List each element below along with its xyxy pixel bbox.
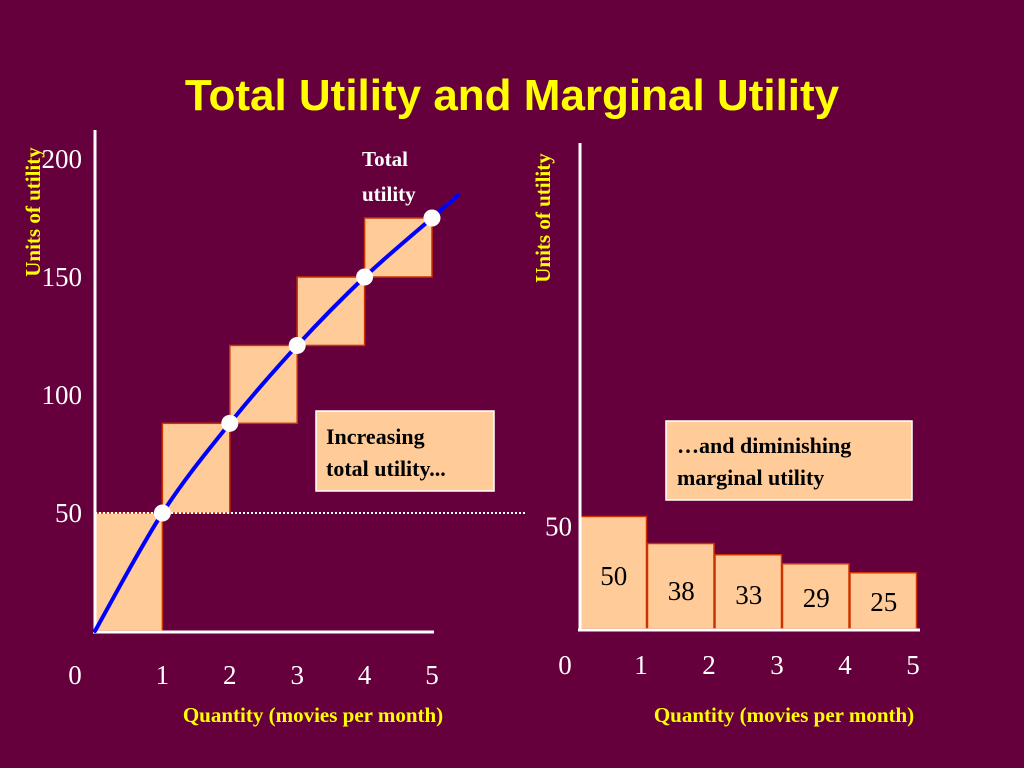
tu-callout-line-1: Increasing: [326, 424, 425, 449]
mu-value-label: 25: [870, 587, 897, 617]
tu-x-tick-label: 0: [68, 660, 82, 690]
mu-y-axis-label: Units of utility: [531, 153, 555, 283]
slide-title: Total Utility and Marginal Utility: [184, 71, 840, 120]
mu-x-tick-label: 5: [906, 650, 920, 680]
tu-point-5: [423, 209, 441, 227]
series-label-line2: utility: [362, 182, 416, 206]
mu-callout-box: [665, 420, 913, 501]
mu-bar-1: [579, 515, 648, 630]
tu-y-tick-label: 50: [55, 498, 82, 528]
mu-value-label: 33: [735, 580, 762, 610]
tu-y-tick-label: 200: [42, 144, 83, 174]
tu-x-tick-label: 2: [223, 660, 237, 690]
mu-value-label: 29: [803, 583, 830, 613]
tu-y-axis-label: Units of utility: [21, 147, 45, 277]
tu-point-4: [356, 268, 374, 286]
mu-value-label: 50: [600, 561, 627, 591]
tu-point-1: [153, 504, 171, 522]
mu-callout-line-2: marginal utility: [677, 465, 824, 490]
series-label-line1: Total: [362, 147, 408, 171]
tu-x-axis-label: Quantity (movies per month): [183, 703, 443, 727]
mu-x-tick-label: 2: [702, 650, 716, 680]
mu-callout-line-1: …and diminishing: [677, 433, 851, 458]
mu-x-tick-label: 1: [634, 650, 648, 680]
mu-y-tick-label: 50: [545, 512, 572, 542]
tu-y-tick-label: 150: [42, 262, 83, 292]
tu-x-tick-label: 1: [156, 660, 170, 690]
tu-x-tick-label: 4: [358, 660, 372, 690]
mu-bar-3: [714, 554, 783, 630]
mu-x-axis-label: Quantity (movies per month): [654, 703, 914, 727]
tu-x-tick-label: 3: [290, 660, 304, 690]
tu-point-3: [288, 336, 306, 354]
mu-bar-2: [646, 542, 715, 630]
mu-x-tick-label: 3: [770, 650, 784, 680]
total-utility-curve: [93, 192, 461, 633]
tu-callout-box: [315, 410, 495, 492]
tu-x-tick-label: 5: [425, 660, 439, 690]
mu-x-tick-label: 4: [838, 650, 852, 680]
tu-point-2: [221, 414, 239, 432]
mu-x-tick-label: 0: [558, 650, 572, 680]
mu-value-label: 38: [668, 576, 695, 606]
tu-callout-line-2: total utility...: [326, 456, 446, 481]
tu-y-tick-label: 100: [42, 380, 83, 410]
mu-bar-4: [781, 563, 850, 630]
